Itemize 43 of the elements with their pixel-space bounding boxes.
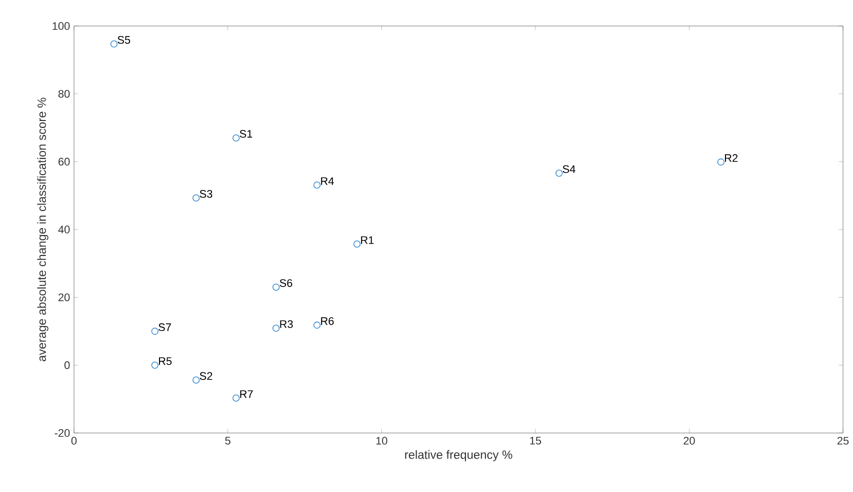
y-axis-title: average absolute change in classification score % xyxy=(37,98,48,362)
point xyxy=(717,158,724,166)
x-tick-label: 25 xyxy=(837,436,849,445)
point xyxy=(110,40,118,48)
point xyxy=(232,394,240,402)
x-axis-title: relative frequency % xyxy=(405,450,512,462)
point xyxy=(313,181,321,189)
annotation: R7 xyxy=(240,390,253,398)
y-tick-label: 80 xyxy=(58,90,70,98)
annotation: S5 xyxy=(118,36,130,44)
point xyxy=(192,194,200,202)
x-tick-label: 5 xyxy=(225,436,230,444)
annotation: R1 xyxy=(361,236,374,244)
point xyxy=(272,324,280,332)
point xyxy=(151,328,158,335)
annotation: S7 xyxy=(158,323,171,332)
y-tick-label: 60 xyxy=(58,158,70,166)
y-tick-label: 0 xyxy=(64,361,70,370)
point xyxy=(556,170,563,177)
y-tick-label: 40 xyxy=(58,226,70,234)
annotation: R6 xyxy=(321,317,334,325)
point xyxy=(151,362,158,369)
x-tick-label: 0 xyxy=(71,436,77,445)
point xyxy=(232,134,240,142)
point xyxy=(192,376,200,384)
annotation: R4 xyxy=(321,177,334,185)
point xyxy=(272,284,280,291)
point xyxy=(353,240,361,248)
annotation: R3 xyxy=(280,320,293,328)
annotation: S2 xyxy=(200,372,212,380)
x-tick-label: 20 xyxy=(684,436,695,445)
y-tick-label: -20 xyxy=(54,429,70,437)
point xyxy=(313,322,321,329)
x-tick-label: 15 xyxy=(530,436,542,444)
annotation: R5 xyxy=(158,357,172,365)
annotation: S4 xyxy=(562,165,576,173)
y-tick-label: 100 xyxy=(52,22,70,30)
annotation: S6 xyxy=(280,279,292,287)
annotation: S1 xyxy=(240,130,252,138)
annotation: R2 xyxy=(724,154,738,162)
x-tick-label: 10 xyxy=(376,436,388,445)
y-tick-label: 20 xyxy=(58,293,70,302)
annotation: S3 xyxy=(200,190,212,198)
